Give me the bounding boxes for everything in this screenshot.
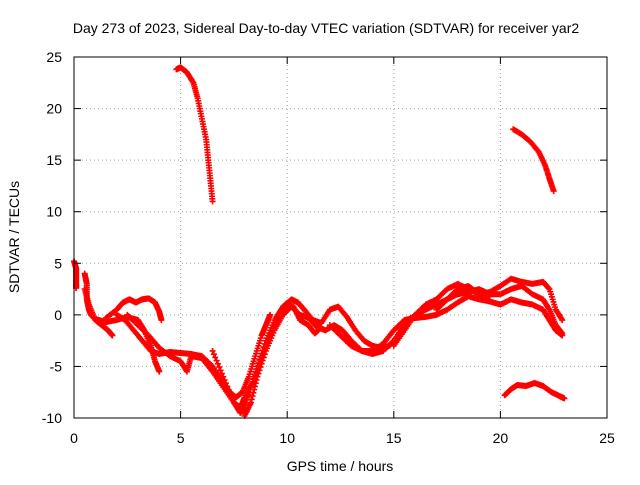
data-point bbox=[217, 367, 224, 374]
x-tick-label: 15 bbox=[386, 430, 402, 446]
data-point bbox=[260, 354, 267, 361]
x-tick-label: 10 bbox=[279, 430, 295, 446]
data-point bbox=[225, 386, 232, 393]
data-point bbox=[212, 354, 219, 361]
data-point bbox=[221, 376, 228, 383]
plot-frame bbox=[73, 56, 608, 419]
data-point bbox=[559, 330, 566, 337]
x-tick-label: 25 bbox=[599, 430, 615, 446]
data-point bbox=[216, 364, 223, 371]
x-tick-label: 5 bbox=[177, 430, 185, 446]
series-arc-13 bbox=[510, 126, 557, 195]
series-arc-2 bbox=[81, 270, 163, 375]
y-tick-label: 10 bbox=[46, 204, 62, 220]
series-arc-7 bbox=[209, 296, 414, 416]
data-point bbox=[561, 395, 568, 402]
x-tick-label: 20 bbox=[493, 430, 509, 446]
data-point bbox=[254, 373, 261, 380]
y-tick-label: 5 bbox=[54, 255, 62, 271]
series-arc-3 bbox=[81, 286, 116, 339]
data-point bbox=[209, 198, 216, 205]
y-axis-title: SDTVAR / TECUs bbox=[6, 181, 22, 293]
data-point bbox=[214, 360, 221, 367]
data-point bbox=[259, 357, 266, 364]
y-tick-label: 20 bbox=[46, 101, 62, 117]
data-point bbox=[224, 383, 231, 390]
data-point bbox=[213, 357, 220, 364]
y-tick-labels: -10 -5 0 5 10 15 20 25 bbox=[42, 49, 62, 426]
data-point bbox=[222, 380, 229, 387]
data-point bbox=[559, 317, 566, 324]
data-point bbox=[158, 317, 165, 324]
data-point bbox=[256, 367, 263, 374]
data-point bbox=[258, 360, 265, 367]
y-tick-label: 25 bbox=[46, 49, 62, 65]
data-point bbox=[261, 351, 268, 358]
data-point bbox=[228, 393, 235, 400]
data-point bbox=[260, 344, 267, 351]
data-point bbox=[220, 373, 227, 380]
data-point bbox=[109, 332, 116, 339]
data-point bbox=[229, 396, 236, 403]
series-arc-10 bbox=[390, 275, 566, 349]
grid-lines bbox=[74, 57, 607, 418]
chart-title: Day 273 of 2023, Sidereal Day-to-day VTE… bbox=[73, 20, 579, 36]
x-tick-labels: 0 5 10 15 20 25 bbox=[70, 430, 615, 446]
y-tick-label: 0 bbox=[54, 307, 62, 323]
x-tick-label: 0 bbox=[70, 430, 78, 446]
series-arc-12 bbox=[173, 64, 216, 205]
axis-ticks bbox=[73, 56, 608, 419]
y-tick-label: 15 bbox=[46, 152, 62, 168]
data-series bbox=[71, 64, 568, 419]
data-point bbox=[226, 389, 233, 396]
data-point bbox=[210, 351, 217, 358]
data-point bbox=[257, 364, 264, 371]
y-tick-label: -10 bbox=[42, 410, 62, 426]
data-point bbox=[218, 370, 225, 377]
series-arc-11 bbox=[433, 282, 566, 337]
data-point bbox=[156, 368, 163, 375]
series-arc-9 bbox=[326, 293, 566, 354]
series-arc-14 bbox=[501, 379, 568, 402]
y-tick-label: -5 bbox=[50, 358, 63, 374]
series-arc-4 bbox=[102, 295, 165, 324]
data-point bbox=[255, 370, 262, 377]
data-point bbox=[209, 347, 216, 354]
data-point bbox=[550, 188, 557, 195]
data-point bbox=[267, 311, 274, 318]
x-axis-title: GPS time / hours bbox=[287, 458, 394, 474]
